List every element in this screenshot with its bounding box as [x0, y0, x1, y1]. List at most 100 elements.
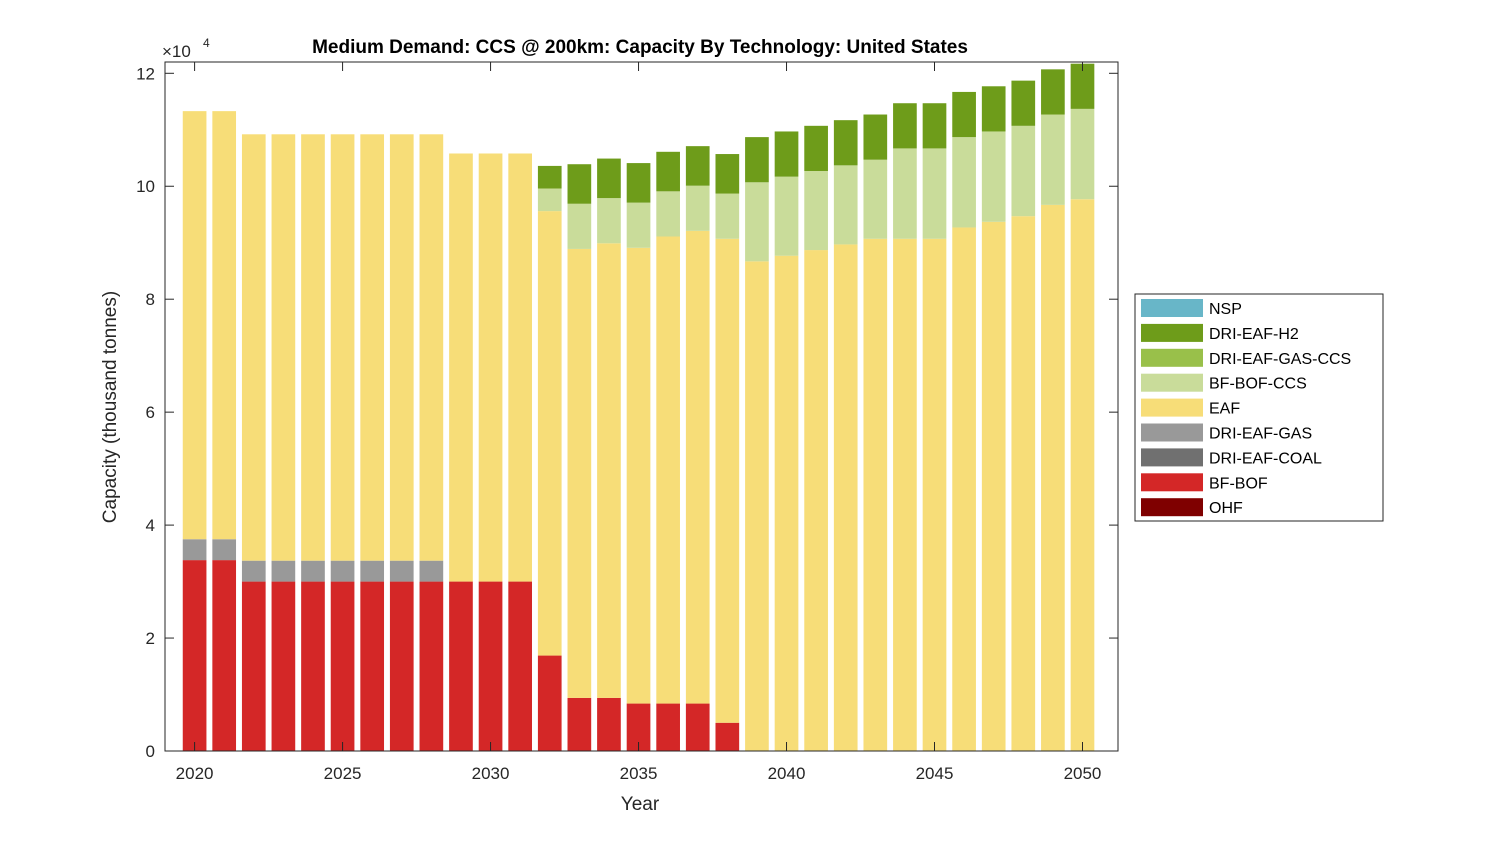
y-tick-label-80000: 8 [146, 290, 155, 309]
y-tick-label-20000: 2 [146, 629, 155, 648]
bar-dri-eaf-gas-2022 [241, 560, 266, 582]
legend-swatch-bf-bof-ccs [1141, 373, 1203, 392]
bar-eaf-2031 [508, 153, 532, 582]
bar-eaf-2045 [922, 238, 947, 751]
y-exponent-base: ×10 [162, 42, 191, 61]
bar-dri-eaf-h2-2038 [715, 154, 740, 194]
bar-eaf-2028 [419, 134, 444, 561]
bar-dri-eaf-gas-2027 [389, 560, 414, 582]
legend-swatch-nsp [1141, 299, 1203, 317]
bar-dri-eaf-h2-2033 [567, 164, 592, 204]
y-tick-label-0: 0 [146, 742, 155, 761]
legend-label-bf-bof-ccs: BF-BOF-CCS [1209, 376, 1307, 393]
bar-dri-eaf-h2-2041 [804, 125, 828, 171]
bar-bf-bof-2022 [241, 581, 266, 751]
bar-eaf-2030 [478, 153, 503, 582]
bar-eaf-2049 [1041, 204, 1065, 751]
bar-dri-eaf-h2-2032 [537, 165, 562, 189]
bar-bf-bof-2021 [212, 560, 237, 751]
bar-bf-bof-ccs-2033 [567, 203, 592, 249]
bar-bf-bof-2030 [478, 581, 503, 751]
bar-eaf-2047 [981, 221, 1006, 751]
legend-label-ohf: OHF [1209, 500, 1243, 517]
bar-bf-bof-ccs-2034 [597, 198, 621, 244]
bar-dri-eaf-h2-2049 [1041, 69, 1065, 115]
bar-eaf-2027 [389, 134, 414, 561]
legend-label-dri-eaf-gas: DRI-EAF-GAS [1209, 426, 1312, 443]
chart-title: Medium Demand: CCS @ 200km: Capacity By … [312, 37, 968, 58]
bar-bf-bof-ccs-2035 [626, 202, 651, 248]
bar-eaf-2044 [893, 238, 917, 751]
bar-eaf-2046 [952, 227, 976, 752]
bar-bf-bof-ccs-2037 [685, 185, 710, 231]
legend-label-bf-bof: BF-BOF [1209, 475, 1268, 492]
bar-bf-bof-2031 [508, 581, 532, 751]
y-exponent-label: ×10 4 [162, 36, 210, 61]
x-tick-label-2040: 2040 [768, 764, 806, 783]
bar-eaf-2041 [804, 250, 828, 751]
bar-bf-bof-2026 [360, 581, 385, 751]
bar-dri-eaf-gas-2028 [419, 560, 444, 582]
bar-bf-bof-2034 [597, 697, 621, 751]
x-tick-label-2050: 2050 [1064, 764, 1102, 783]
bar-bf-bof-2036 [656, 703, 680, 751]
bar-eaf-2032 [537, 211, 562, 656]
y-tick-label-40000: 4 [146, 516, 155, 535]
bar-eaf-2048 [1011, 216, 1036, 751]
bar-bf-bof-ccs-2045 [922, 148, 947, 239]
legend-swatch-ohf [1141, 498, 1203, 517]
y-tick-label-60000: 6 [146, 403, 155, 422]
bar-bf-bof-2020 [182, 560, 207, 751]
bar-bf-bof-2038 [715, 722, 740, 751]
bar-dri-eaf-h2-2048 [1011, 80, 1036, 126]
x-tick-label-2045: 2045 [916, 764, 954, 783]
bar-eaf-2039 [745, 261, 769, 751]
bar-bf-bof-2027 [389, 581, 414, 751]
bar-eaf-2023 [271, 134, 296, 561]
bar-bf-bof-ccs-2044 [893, 148, 917, 239]
legend-label-dri-eaf-h2: DRI-EAF-H2 [1209, 326, 1299, 343]
bar-bf-bof-ccs-2050 [1070, 108, 1095, 200]
bar-bf-bof-ccs-2048 [1011, 125, 1036, 217]
bar-eaf-2036 [656, 236, 680, 704]
bar-dri-eaf-h2-2045 [922, 103, 947, 149]
bar-eaf-2026 [360, 134, 385, 561]
bar-bf-bof-ccs-2049 [1041, 114, 1065, 205]
bar-dri-eaf-gas-2026 [360, 560, 385, 582]
bar-bf-bof-ccs-2040 [774, 176, 799, 256]
x-tick-label-2025: 2025 [324, 764, 362, 783]
bar-eaf-2040 [774, 255, 799, 751]
bar-dri-eaf-gas-2023 [271, 560, 296, 582]
bar-bf-bof-2025 [330, 581, 355, 751]
bar-dri-eaf-h2-2037 [685, 146, 710, 186]
legend-swatch-bf-bof [1141, 473, 1203, 492]
bar-dri-eaf-h2-2036 [656, 151, 680, 192]
bar-dri-eaf-gas-2020 [182, 539, 207, 561]
bar-eaf-2024 [301, 134, 325, 561]
bar-dri-eaf-h2-2043 [863, 114, 888, 160]
bar-bf-bof-ccs-2043 [863, 159, 888, 239]
bar-bf-bof-ccs-2046 [952, 137, 976, 228]
bar-dri-eaf-gas-2021 [212, 539, 237, 561]
x-tick-label-2035: 2035 [620, 764, 658, 783]
bar-bf-bof-2029 [449, 581, 473, 751]
bar-bf-bof-2023 [271, 581, 296, 751]
bar-eaf-2043 [863, 238, 888, 751]
bar-dri-eaf-h2-2044 [893, 103, 917, 149]
bar-bf-bof-ccs-2041 [804, 171, 828, 251]
bar-bf-bof-2033 [567, 697, 592, 751]
bar-dri-eaf-h2-2034 [597, 158, 621, 199]
x-axis-label: Year [621, 794, 660, 815]
legend-swatch-dri-eaf-h2 [1141, 323, 1203, 342]
bar-bf-bof-ccs-2042 [833, 165, 858, 245]
bar-dri-eaf-h2-2035 [626, 163, 651, 203]
bar-bf-bof-2024 [301, 581, 325, 751]
bar-dri-eaf-gas-2025 [330, 560, 355, 582]
bar-eaf-2020 [182, 111, 207, 540]
bar-dri-eaf-h2-2040 [774, 131, 799, 177]
legend-swatch-dri-eaf-gas-ccs [1141, 348, 1203, 367]
bar-eaf-2034 [597, 243, 621, 698]
legend-swatch-dri-eaf-gas [1141, 423, 1203, 442]
legend-swatch-eaf [1141, 398, 1203, 417]
